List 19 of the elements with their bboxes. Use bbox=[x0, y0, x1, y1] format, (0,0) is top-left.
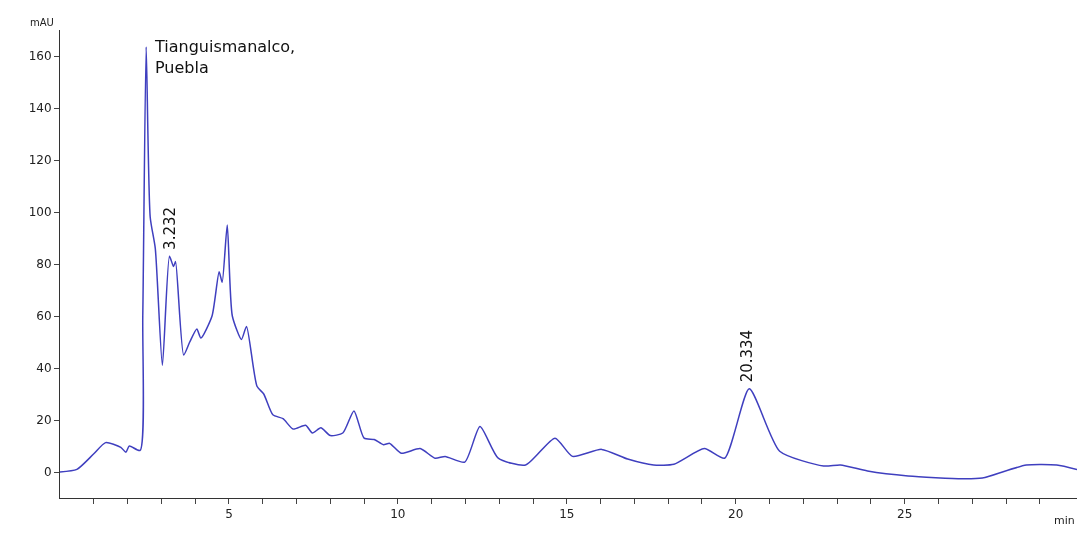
annotation: 3.232 bbox=[160, 206, 179, 250]
y-tick-label: 120 bbox=[28, 153, 52, 168]
x-tick-label: 20 bbox=[728, 507, 744, 522]
y-tick-label: 100 bbox=[28, 205, 52, 220]
x-tick-label: 10 bbox=[390, 507, 406, 522]
x-tick-label: 5 bbox=[225, 507, 233, 522]
x-tick-label: 25 bbox=[897, 507, 913, 522]
y-tick-label: 40 bbox=[36, 361, 52, 376]
annotation: 20.334 bbox=[737, 329, 756, 383]
y-tick-label: 60 bbox=[36, 309, 52, 324]
y-tick-label: 0 bbox=[43, 465, 52, 480]
y-tick-label: 140 bbox=[28, 101, 52, 116]
x-tick-label: 15 bbox=[559, 507, 575, 522]
y-tick-label: 20 bbox=[36, 413, 52, 428]
y-tick-label: 160 bbox=[28, 49, 52, 64]
text: Tianguismanalco, Puebla bbox=[154, 37, 296, 77]
y-axis-title: mAU bbox=[30, 17, 54, 28]
x-axis-title: min bbox=[1054, 514, 1075, 527]
y-tick-label: 80 bbox=[36, 257, 52, 272]
